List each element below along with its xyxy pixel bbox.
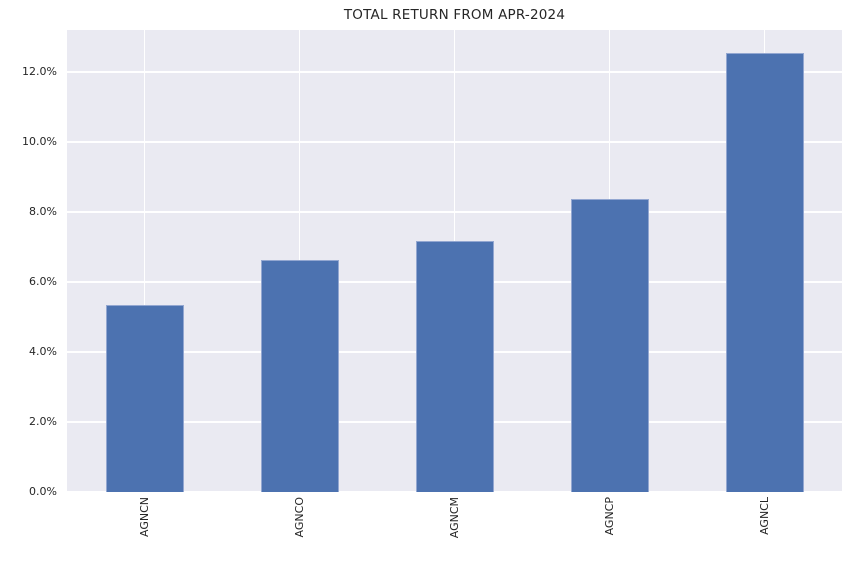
y-tick-label: 6.0%: [29, 275, 57, 288]
x-tick-label: AGNCO: [292, 497, 306, 538]
x-tick-label: AGNCL: [757, 497, 771, 535]
y-tick-label: 2.0%: [29, 415, 57, 428]
x-tick-label: AGNCP: [602, 497, 616, 536]
x-gridline: [143, 30, 146, 492]
y-tick-label: 8.0%: [29, 205, 57, 218]
y-tick-label: 0.0%: [29, 485, 57, 498]
plot-area: [67, 30, 842, 493]
y-tick-label: 12.0%: [22, 65, 57, 78]
bar-AGNCO: [260, 259, 339, 492]
y-tick-label: 4.0%: [29, 345, 57, 358]
bar-AGNCM: [415, 240, 494, 492]
x-tick-label: AGNCM: [447, 497, 461, 539]
bar-AGNCP: [570, 199, 649, 492]
bar-AGNCL: [725, 53, 804, 492]
y-tick-label: 10.0%: [22, 135, 57, 148]
x-tick-label: AGNCN: [137, 497, 151, 537]
chart-title: TOTAL RETURN FROM APR-2024: [343, 7, 566, 23]
bar-AGNCN: [105, 305, 184, 492]
